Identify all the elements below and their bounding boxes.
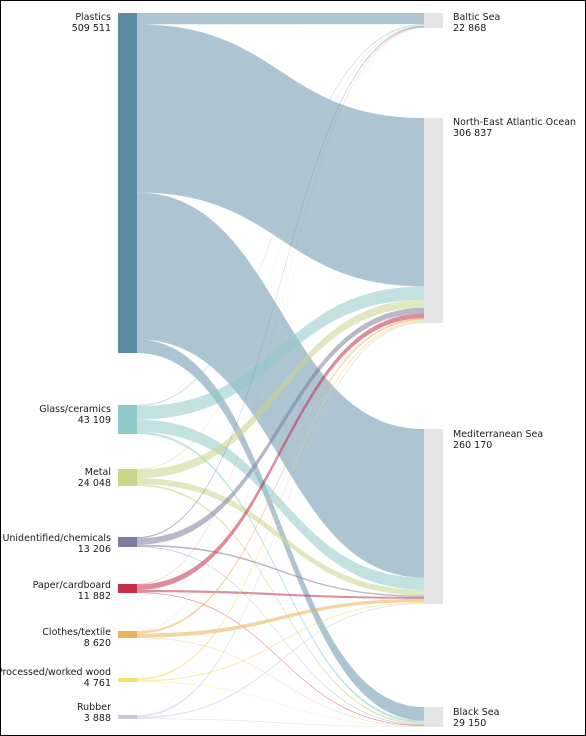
source-label-cloth: Clothes/textile [42, 627, 111, 638]
target-value-black: 29 150 [453, 718, 486, 729]
source-label-metal: Metal [85, 467, 111, 478]
source-value-wood: 4 761 [84, 678, 111, 689]
flow-rubber-to-baltic[interactable] [137, 27, 424, 716]
flow-glass-to-med[interactable] [137, 419, 424, 590]
target-value-med: 260 170 [453, 440, 492, 451]
source-node-glass[interactable] [118, 405, 137, 434]
source-node-wood[interactable] [118, 678, 137, 682]
flow-paper-to-neatl[interactable] [137, 313, 424, 591]
source-value-glass: 43 109 [78, 415, 111, 426]
source-label-paper: Paper/cardboard [33, 580, 111, 591]
flow-wood-to-med[interactable] [137, 602, 424, 682]
flow-cloth-to-med[interactable] [137, 598, 424, 638]
target-node-baltic[interactable] [424, 13, 443, 28]
flow-wood-to-neatl[interactable] [137, 320, 424, 681]
source-label-wood: Processed/worked wood [1, 667, 111, 678]
source-value-cloth: 8 620 [84, 638, 111, 649]
flow-paper-to-baltic[interactable] [137, 27, 424, 585]
flow-wood-to-baltic[interactable] [137, 27, 424, 679]
flow-plastics-to-neatl[interactable] [137, 24, 424, 287]
nodes [118, 13, 443, 727]
source-value-rubber: 3 888 [84, 713, 111, 724]
source-node-metal[interactable] [118, 469, 137, 486]
flow-paper-to-black[interactable] [137, 592, 424, 726]
flow-wood-to-black[interactable] [137, 681, 424, 727]
source-node-plastics[interactable] [118, 13, 137, 353]
flow-cloth-to-baltic[interactable] [137, 27, 424, 632]
source-value-paper: 11 882 [78, 591, 111, 602]
flow-paper-to-med[interactable] [137, 590, 424, 599]
flow-rubber-to-med[interactable] [137, 603, 424, 719]
source-label-glass: Glass/ceramics [39, 404, 111, 415]
flow-cloth-to-neatl[interactable] [137, 318, 424, 634]
flow-metal-to-med[interactable] [137, 478, 424, 596]
source-node-rubber[interactable] [118, 715, 137, 719]
target-node-black[interactable] [424, 707, 443, 727]
flow-rubber-to-neatl[interactable] [137, 321, 424, 718]
target-value-neatl: 306 837 [453, 128, 492, 139]
source-value-metal: 24 048 [78, 478, 111, 489]
target-value-baltic: 22 868 [453, 23, 486, 34]
flow-unid-to-med[interactable] [137, 544, 424, 597]
source-value-plastics: 509 511 [72, 23, 111, 34]
flow-cloth-to-black[interactable] [137, 637, 424, 727]
source-node-paper[interactable] [118, 584, 137, 593]
flow-unid-to-black[interactable] [137, 546, 424, 726]
flow-metal-to-neatl[interactable] [137, 299, 424, 479]
source-label-unid: Unidentified/chemicals [2, 533, 111, 544]
flow-metal-to-black[interactable] [137, 484, 424, 725]
source-node-unid[interactable] [118, 537, 137, 547]
flow-plastics-to-black[interactable] [137, 339, 424, 721]
target-label-black: Black Sea [453, 707, 499, 718]
target-node-neatl[interactable] [424, 118, 443, 323]
flow-rubber-to-black[interactable] [137, 718, 424, 727]
flow-unid-to-neatl[interactable] [137, 307, 424, 545]
flow-metal-to-baltic[interactable] [137, 25, 424, 470]
source-node-cloth[interactable] [118, 631, 137, 638]
target-label-baltic: Baltic Sea [453, 12, 500, 23]
flow-plastics-to-baltic[interactable] [137, 13, 424, 25]
target-label-med: Mediterranean Sea [453, 429, 543, 440]
flow-unid-to-baltic[interactable] [137, 25, 424, 539]
source-label-rubber: Rubber [77, 702, 111, 713]
source-label-plastics: Plastics [75, 12, 111, 23]
target-label-neatl: North-East Atlantic Ocean [453, 117, 576, 128]
target-node-med[interactable] [424, 429, 443, 604]
flow-glass-to-black[interactable] [137, 431, 424, 723]
flow-links [137, 13, 424, 727]
source-value-unid: 13 206 [78, 544, 111, 555]
flow-glass-to-baltic[interactable] [137, 24, 424, 407]
